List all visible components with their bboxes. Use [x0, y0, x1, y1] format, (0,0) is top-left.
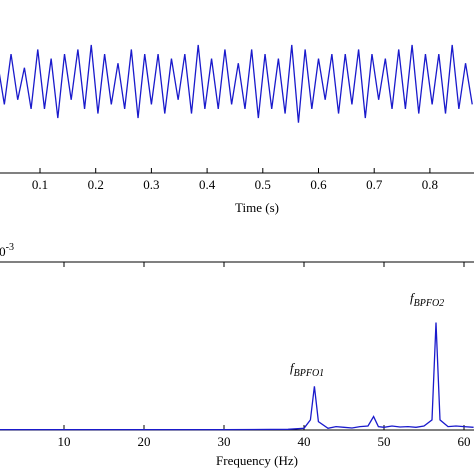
x-tick-label: 0.2 — [88, 177, 104, 192]
signal-line — [0, 44, 473, 123]
x-tick-label: 0.1 — [32, 177, 48, 192]
multiplier-exponent: -3 — [6, 242, 14, 253]
x-tick-label: 30 — [218, 434, 231, 449]
y-multiplier: x10-3 — [0, 242, 14, 259]
x-tick-label: 40 — [298, 434, 311, 449]
plot-frame — [0, 261, 474, 431]
x-axis-label: Time (s) — [235, 200, 279, 215]
signal-line — [0, 322, 474, 431]
x-tick-label: 50 — [378, 434, 391, 449]
x-tick-label: 0.3 — [143, 177, 159, 192]
annotation-sub: BPFO2 — [414, 298, 445, 309]
multiplier-base: x10 — [0, 244, 6, 259]
x-tick-label: 20 — [138, 434, 151, 449]
annotation-main: f — [410, 290, 416, 305]
x-tick-label: 0.6 — [310, 177, 327, 192]
x-tick-label: 0.5 — [255, 177, 271, 192]
x-tick-label: 10 — [58, 434, 71, 449]
x-tick-label: 60 — [458, 434, 471, 449]
x-tick-label: 0.4 — [199, 177, 216, 192]
x-axis-label: Frequency (Hz) — [216, 453, 298, 468]
annotation-sub: BPFO1 — [294, 368, 325, 379]
x-tick-label: 0.8 — [422, 177, 438, 192]
annotation: fBPFO1 — [290, 360, 324, 379]
annotation-main: f — [290, 360, 296, 375]
x-tick-label: 0.7 — [366, 177, 383, 192]
plot-frame — [0, 172, 474, 174]
annotation: fBPFO2 — [410, 290, 444, 309]
